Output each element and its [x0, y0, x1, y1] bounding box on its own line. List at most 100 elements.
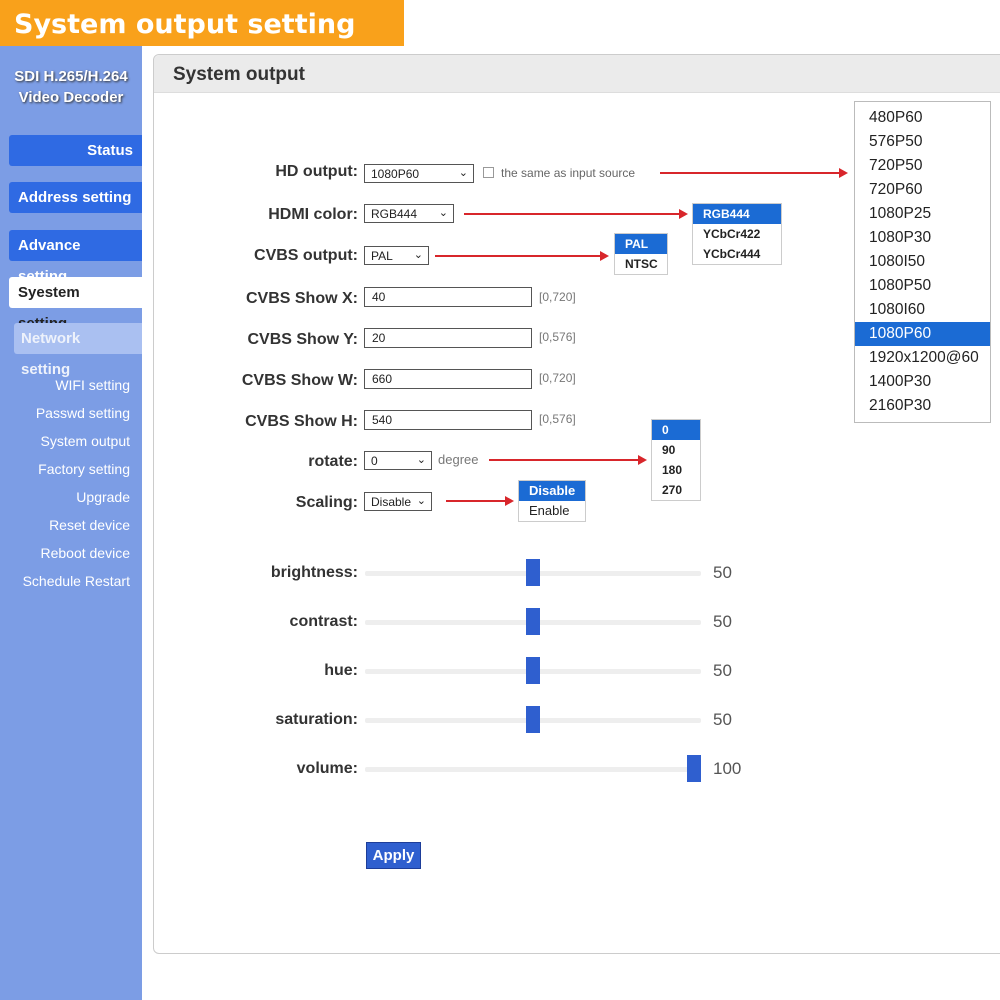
contrast-value: 50 — [713, 612, 732, 631]
rotate-select[interactable]: 0 ⌄ — [364, 451, 432, 470]
saturation-label: saturation: — [275, 711, 358, 728]
hd-option[interactable]: 720P60 — [869, 181, 923, 198]
contrast-slider-thumb[interactable] — [526, 608, 540, 635]
hdmi-color-select[interactable]: RGB444 ⌄ — [364, 204, 454, 223]
arrow-icon — [489, 455, 647, 465]
rotate-unit: degree — [438, 452, 479, 467]
option-pal[interactable]: PAL — [615, 234, 667, 254]
cvbs-x-range: [0,720] — [539, 290, 576, 304]
hd-option[interactable]: 1920x1200@60 — [869, 349, 979, 366]
hue-label: hue: — [324, 662, 358, 679]
option-180[interactable]: 180 — [662, 463, 683, 477]
cvbs-w-label: CVBS Show W: — [241, 372, 358, 389]
content-panel — [153, 54, 1000, 954]
cvbs-output-dropdown: PAL NTSC — [614, 233, 668, 275]
link-passwd-setting[interactable]: Passwd setting — [35, 405, 130, 421]
cvbs-y-input[interactable]: 20 — [364, 328, 532, 348]
hd-option[interactable]: 720P50 — [869, 157, 923, 174]
cvbs-output-value: PAL — [371, 249, 393, 263]
cvbs-output-label: CVBS output: — [254, 247, 358, 264]
rotate-dropdown: 0 90 180 270 — [651, 419, 701, 501]
chevron-down-icon: ⌄ — [458, 167, 468, 179]
nav-network-setting[interactable]: Network setting — [14, 323, 142, 378]
nav-status[interactable]: Status — [9, 135, 142, 166]
hd-option[interactable]: 1400P30 — [869, 373, 932, 390]
hdmi-color-value: RGB444 — [371, 207, 418, 221]
option-rgb444[interactable]: RGB444 — [693, 204, 781, 224]
nav-advance-setting[interactable]: Advance setting — [9, 230, 142, 285]
hd-option[interactable]: 1080I50 — [869, 253, 926, 270]
link-reboot-device[interactable]: Reboot device — [40, 545, 130, 561]
option-270[interactable]: 270 — [662, 483, 683, 497]
scaling-select[interactable]: Disable ⌄ — [364, 492, 432, 511]
apply-button[interactable]: Apply — [366, 842, 421, 869]
link-upgrade[interactable]: Upgrade — [76, 489, 130, 505]
hd-option[interactable]: 576P50 — [869, 133, 923, 150]
arrow-icon — [446, 496, 514, 506]
brightness-slider-thumb[interactable] — [526, 559, 540, 586]
option-disable[interactable]: Disable — [519, 481, 585, 501]
arrow-icon — [435, 251, 609, 261]
hd-option[interactable]: 1080P50 — [869, 277, 932, 294]
cvbs-x-label: CVBS Show X: — [245, 290, 358, 307]
cvbs-y-label: CVBS Show Y: — [247, 331, 358, 348]
brightness-value: 50 — [713, 563, 732, 582]
option-ycbcr422[interactable]: YCbCr422 — [703, 227, 761, 241]
cvbs-w-input[interactable]: 660 — [364, 369, 532, 389]
chevron-down-icon: ⌄ — [416, 454, 426, 466]
hd-output-label: HD output: — [275, 163, 358, 180]
cvbs-output-select[interactable]: PAL ⌄ — [364, 246, 429, 265]
volume-slider-thumb[interactable] — [687, 755, 701, 782]
hd-option[interactable]: 1080P25 — [869, 205, 932, 222]
brightness-label: brightness: — [270, 564, 358, 581]
hd-output-dropdown: 480P60 576P50 720P50 720P60 1080P25 1080P30 10… — [854, 101, 991, 423]
brand-line-1: SDI H.265/H.264 — [14, 68, 128, 85]
option-ycbcr444[interactable]: YCbCr444 — [703, 247, 761, 261]
link-factory-setting[interactable]: Factory setting — [38, 461, 130, 477]
scaling-dropdown: Disable Enable — [518, 480, 586, 522]
saturation-slider-thumb[interactable] — [526, 706, 540, 733]
hd-option[interactable]: 2160P30 — [869, 397, 932, 414]
volume-slider[interactable] — [365, 767, 701, 772]
hd-option[interactable]: 1080I60 — [869, 301, 926, 318]
contrast-label: contrast: — [289, 613, 358, 630]
chevron-down-icon: ⌄ — [438, 207, 448, 219]
brand-logo: SDI H.265/H.264 Video Decoder — [0, 66, 142, 108]
cvbs-x-input[interactable]: 40 — [364, 287, 532, 307]
saturation-value: 50 — [713, 710, 732, 729]
page-banner: System output setting — [0, 0, 404, 46]
hd-option[interactable]: 1080P30 — [869, 229, 932, 246]
link-schedule-restart[interactable]: Schedule Restart — [22, 573, 130, 589]
hue-slider-thumb[interactable] — [526, 657, 540, 684]
nav-system-setting[interactable]: Syestem setting — [9, 277, 142, 332]
option-enable[interactable]: Enable — [529, 503, 570, 518]
chevron-down-icon: ⌄ — [416, 495, 426, 507]
same-as-input-checkbox[interactable] — [483, 167, 494, 178]
volume-value: 100 — [713, 759, 742, 778]
hdmi-color-dropdown: RGB444 YCbCr422 YCbCr444 — [692, 203, 782, 265]
nav-address-setting[interactable]: Address setting — [9, 182, 142, 213]
link-system-output[interactable]: System output — [40, 433, 131, 449]
scaling-value: Disable — [371, 495, 412, 509]
hue-value: 50 — [713, 661, 732, 680]
option-ntsc[interactable]: NTSC — [625, 257, 658, 271]
option-90[interactable]: 90 — [662, 443, 676, 457]
option-0[interactable]: 0 — [652, 420, 700, 440]
volume-label: volume: — [296, 760, 358, 777]
link-wifi-setting[interactable]: WIFI setting — [55, 377, 130, 393]
arrow-icon — [464, 209, 688, 219]
link-reset-device[interactable]: Reset device — [49, 517, 130, 533]
panel-title: System output — [154, 55, 1000, 93]
hd-option[interactable]: 1080P60 — [855, 322, 990, 346]
rotate-label: rotate: — [308, 453, 358, 470]
cvbs-h-input[interactable]: 540 — [364, 410, 532, 430]
cvbs-w-range: [0,720] — [539, 371, 576, 385]
scaling-label: Scaling: — [295, 494, 358, 511]
hd-output-select[interactable]: 1080P60 ⌄ — [364, 164, 474, 183]
cvbs-h-range: [0,576] — [539, 412, 576, 426]
hdmi-color-label: HDMI color: — [268, 206, 358, 223]
hd-output-value: 1080P60 — [371, 167, 420, 181]
cvbs-h-label: CVBS Show H: — [245, 413, 358, 430]
hd-option[interactable]: 480P60 — [869, 109, 923, 126]
rotate-value: 0 — [371, 454, 378, 468]
